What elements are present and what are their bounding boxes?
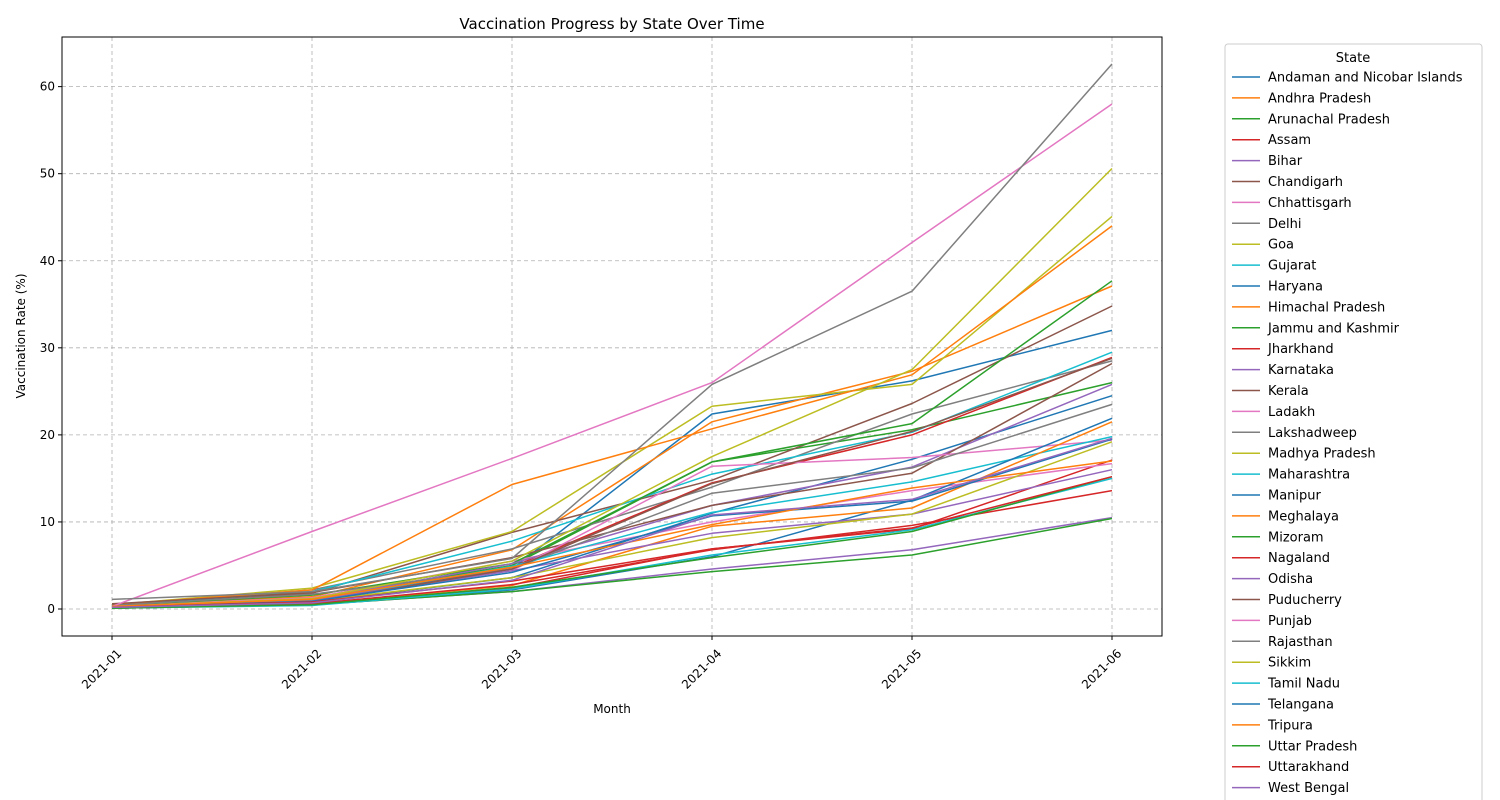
legend-entry: Tripura [1267, 718, 1313, 733]
chart-title: Vaccination Progress by State Over Time [459, 15, 764, 33]
legend-entry: Uttar Pradesh [1268, 739, 1357, 754]
legend-entry: Uttarakhand [1268, 760, 1349, 775]
legend-entry: Goa [1268, 238, 1294, 253]
y-tick-label: 0 [47, 602, 55, 616]
legend-entry: Maharashtra [1268, 468, 1350, 483]
legend-entry: Madhya Pradesh [1268, 447, 1376, 462]
series-line [111, 437, 1113, 609]
legend-entry: Puducherry [1268, 593, 1342, 608]
legend-entry: Gujarat [1268, 259, 1316, 274]
legend-title: State [1336, 51, 1370, 66]
legend-entry: Odisha [1268, 572, 1313, 587]
legend-items: Andaman and Nicobar Islands Andhra Prades… [1232, 71, 1463, 796]
legend-entry: Lakshadweep [1268, 426, 1357, 441]
legend-entry: Haryana [1268, 280, 1323, 295]
legend: State Andaman and Nicobar Islands Andhra … [1224, 43, 1483, 800]
x-axis-label: Month [593, 702, 631, 716]
y-axis-label: Vaccination Rate (%) [14, 273, 28, 398]
legend-entry: Arunachal Pradesh [1268, 112, 1390, 127]
y-tick-label: 40 [40, 254, 55, 268]
legend-entry: Assam [1268, 133, 1311, 148]
legend-box [1224, 43, 1483, 800]
series-line [111, 460, 1113, 608]
legend-entry: Nagaland [1268, 551, 1330, 566]
legend-entry: Bihar [1268, 154, 1303, 169]
legend-entry: Telangana [1267, 698, 1334, 713]
legend-entry: Chhattisgarh [1268, 196, 1352, 211]
legend-entry: Rajasthan [1268, 635, 1333, 650]
series-line [111, 475, 1113, 609]
legend-entry: Punjab [1268, 614, 1312, 629]
legend-entry: Kerala [1268, 384, 1309, 399]
legend-entry: Karnataka [1268, 363, 1334, 378]
legend-entry: West Bengal [1268, 781, 1349, 796]
legend-entry: Andaman and Nicobar Islands [1268, 71, 1463, 86]
legend-entry: Ladakh [1268, 405, 1315, 420]
y-tick-label: 60 [40, 80, 55, 94]
legend-entry: Jammu and Kashmir [1267, 321, 1400, 336]
series-line [111, 103, 1113, 608]
legend-entry: Tamil Nadu [1267, 677, 1340, 692]
series-lines [111, 63, 1113, 609]
grid [62, 37, 1162, 636]
legend-entry: Andhra Pradesh [1268, 91, 1371, 106]
legend-entry: Chandigarh [1268, 175, 1343, 190]
y-axis-ticks: 0 10 20 30 40 50 60 [40, 80, 62, 616]
legend-entry: Meghalaya [1268, 509, 1339, 524]
y-tick-label: 50 [40, 167, 55, 181]
legend-entry: Himachal Pradesh [1268, 300, 1385, 315]
legend-entry: Jharkhand [1267, 342, 1334, 357]
legend-entry: Sikkim [1268, 656, 1311, 671]
y-tick-label: 30 [40, 341, 55, 355]
y-tick-label: 20 [40, 428, 55, 442]
series-line [111, 63, 1113, 601]
plot-frame [61, 36, 1163, 637]
legend-entry: Mizoram [1268, 530, 1324, 545]
legend-entry: Manipur [1268, 489, 1322, 504]
series-line [111, 215, 1113, 606]
series-line [111, 403, 1113, 607]
y-tick-label: 10 [40, 515, 55, 529]
legend-entry: Delhi [1268, 217, 1301, 232]
